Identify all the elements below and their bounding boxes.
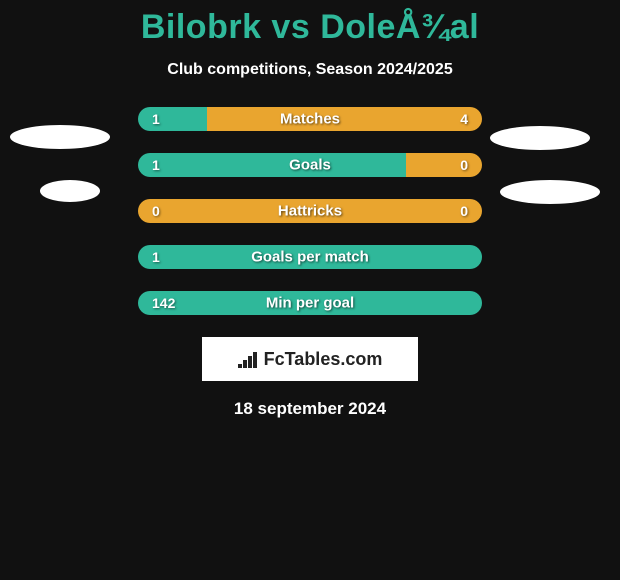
avatar (500, 180, 600, 204)
stats-container: 14Matches10Goals00Hattricks1Goals per ma… (138, 107, 482, 315)
stat-bar-left (138, 153, 406, 177)
stat-bar: 142Min per goal (138, 291, 482, 315)
logo-bar-icon (253, 352, 257, 368)
stat-value-left: 0 (152, 203, 160, 219)
stat-bar-left (138, 245, 482, 269)
subtitle: Club competitions, Season 2024/2025 (0, 61, 620, 79)
avatar (490, 126, 590, 150)
bar-chart-icon (238, 350, 260, 368)
stat-bar: 10Goals (138, 153, 482, 177)
stat-value-right: 0 (460, 157, 468, 173)
stat-bar-right (406, 153, 482, 177)
stat-bar-left (138, 107, 207, 131)
stat-bar: 1Goals per match (138, 245, 482, 269)
stat-value-right: 0 (460, 203, 468, 219)
avatar (40, 180, 100, 202)
stat-value-left: 142 (152, 295, 175, 311)
logo-text: FcTables.com (264, 349, 383, 370)
avatar (10, 125, 110, 149)
stat-bar-right (138, 199, 482, 223)
page-title: Bilobrk vs DoleÅ¾al (0, 0, 620, 47)
stat-value-left: 1 (152, 111, 160, 127)
logo-bar-icon (238, 364, 242, 368)
stat-value-left: 1 (152, 249, 160, 265)
date-text: 18 september 2024 (0, 399, 620, 419)
logo-bar-icon (243, 360, 247, 368)
stat-value-right: 4 (460, 111, 468, 127)
stat-bar-right (207, 107, 482, 131)
logo-bar-icon (248, 356, 252, 368)
stat-bar-left (138, 291, 482, 315)
logo-box: FcTables.com (202, 337, 418, 381)
stat-bar: 14Matches (138, 107, 482, 131)
stat-value-left: 1 (152, 157, 160, 173)
stat-bar: 00Hattricks (138, 199, 482, 223)
